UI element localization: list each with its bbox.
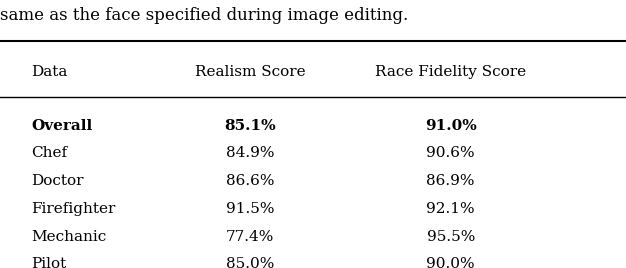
Text: Mechanic: Mechanic (31, 230, 106, 244)
Text: Realism Score: Realism Score (195, 65, 305, 79)
Text: Pilot: Pilot (31, 257, 66, 268)
Text: 91.5%: 91.5% (226, 202, 275, 216)
Text: Data: Data (31, 65, 68, 79)
Text: 86.6%: 86.6% (226, 174, 275, 188)
Text: Overall: Overall (31, 118, 93, 132)
Text: 90.0%: 90.0% (426, 257, 475, 268)
Text: 86.9%: 86.9% (426, 174, 475, 188)
Text: 95.5%: 95.5% (426, 230, 475, 244)
Text: Chef: Chef (31, 146, 68, 160)
Text: same as the face specified during image editing.: same as the face specified during image … (0, 7, 408, 24)
Text: Doctor: Doctor (31, 174, 84, 188)
Text: 92.1%: 92.1% (426, 202, 475, 216)
Text: 85.1%: 85.1% (225, 118, 276, 132)
Text: 91.0%: 91.0% (425, 118, 476, 132)
Text: 77.4%: 77.4% (226, 230, 275, 244)
Text: Firefighter: Firefighter (31, 202, 116, 216)
Text: 85.0%: 85.0% (226, 257, 275, 268)
Text: 90.6%: 90.6% (426, 146, 475, 160)
Text: 84.9%: 84.9% (226, 146, 275, 160)
Text: Race Fidelity Score: Race Fidelity Score (375, 65, 526, 79)
